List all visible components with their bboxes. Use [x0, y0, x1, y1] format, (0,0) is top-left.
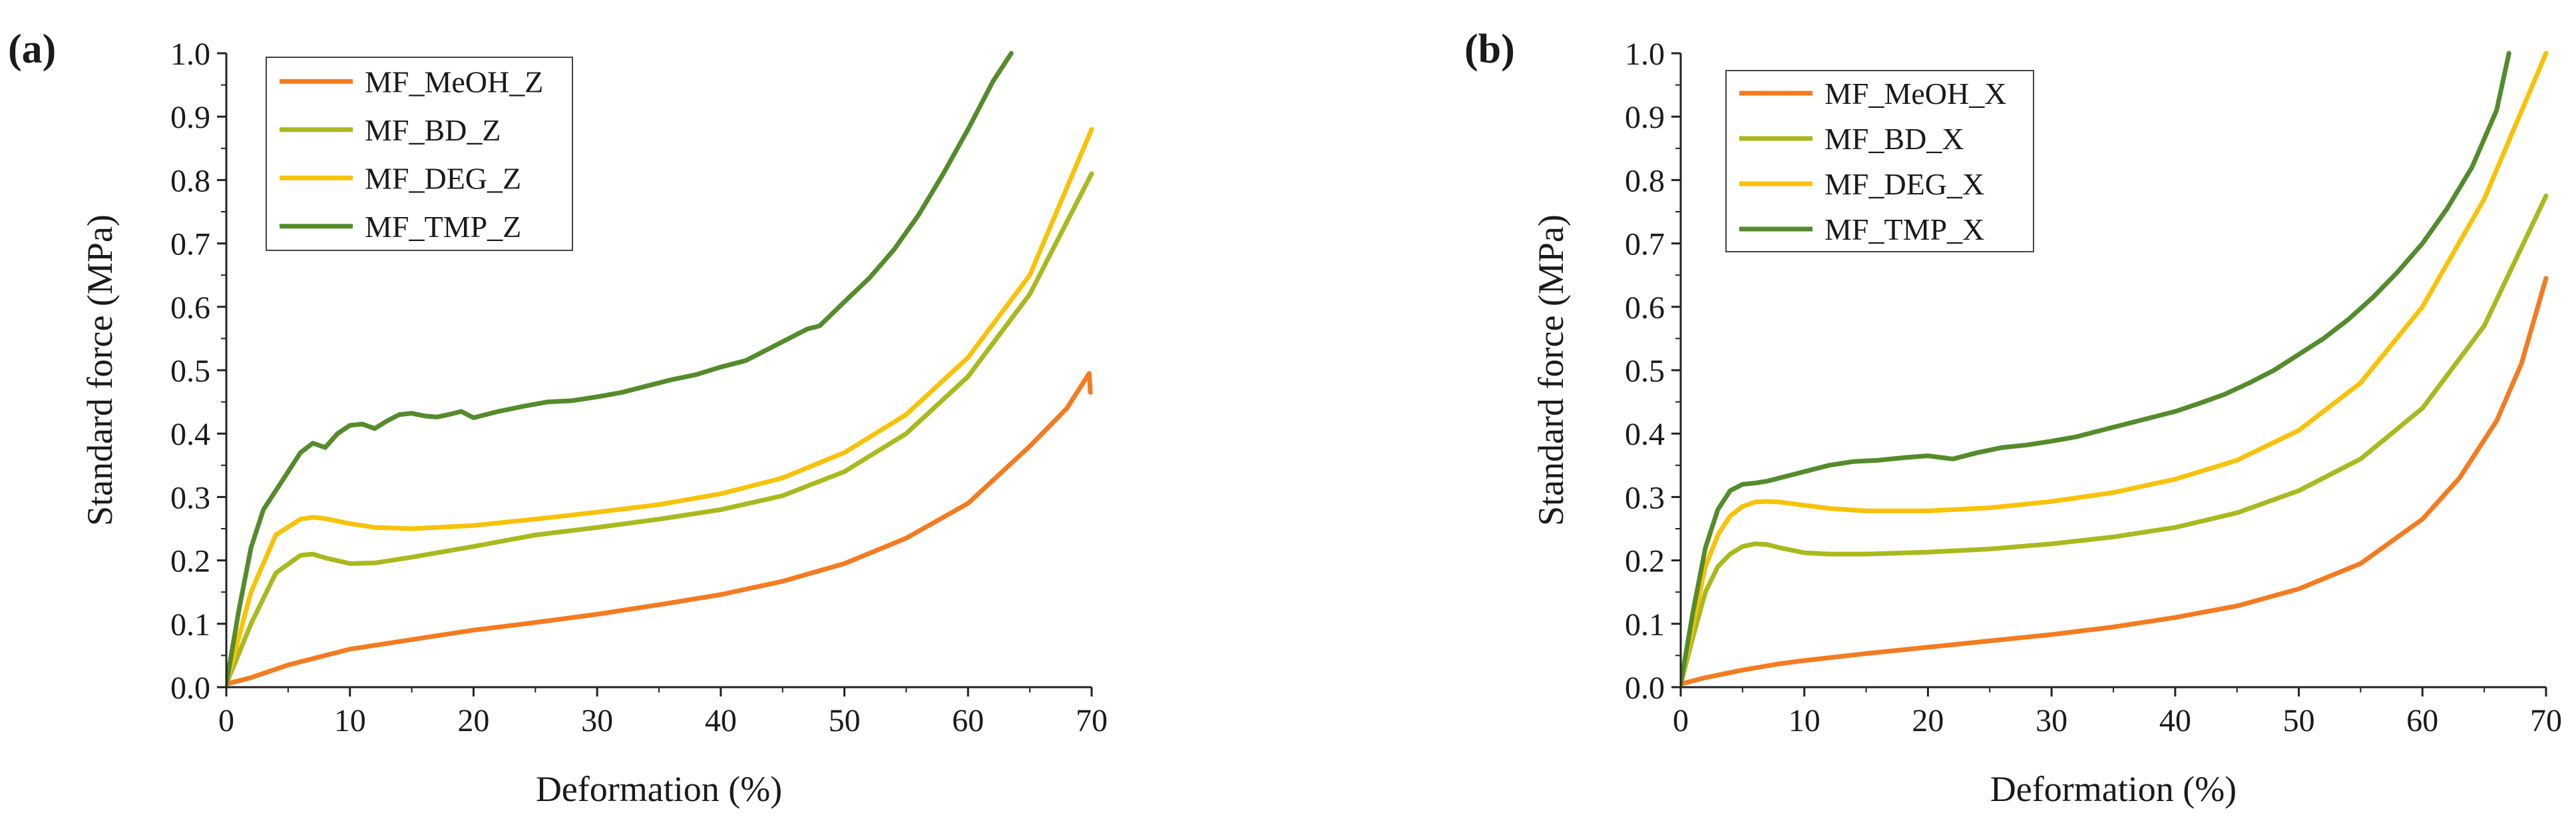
y-tick-label: 0.3: [170, 480, 210, 515]
series-line-mf-tmp-x: [1681, 51, 2511, 686]
x-tick-label: 50: [2283, 703, 2315, 738]
x-tick-label: 60: [952, 703, 984, 738]
y-tick-label: 0.8: [170, 163, 210, 198]
legend-box: [266, 57, 573, 251]
series-line-mf-meoh-x: [1681, 276, 2549, 686]
series-line-mf-tmp-z: [226, 51, 1014, 686]
y-tick-label: 0.4: [170, 417, 210, 452]
series-group: [226, 51, 1094, 686]
series-line-mf-meoh-z: [226, 371, 1093, 686]
y-tick-label: 0.0: [170, 671, 210, 706]
y-axis-title: Standard force (MPa): [1531, 214, 1571, 526]
legend: MF_MeOH_X MF_BD_X MF_DEG_X MF_TMP_X: [1725, 70, 2034, 252]
y-tick-label: 0.5: [170, 354, 210, 389]
y-tick-label: 0.7: [1625, 227, 1665, 262]
y-tick-label: 0.6: [170, 290, 210, 326]
legend-label: MF_MeOH_X: [1825, 77, 2006, 111]
y-tick-label: 0.9: [1625, 100, 1665, 135]
y-tick-label: 0.8: [1625, 163, 1665, 198]
x-tick-label: 40: [705, 703, 737, 738]
chart-a-group: (a) 0 10 20 30 40 50 60 70 0.0 0.1 0.2 0.3 0.4 0.5 0.6 0…: [8, 27, 1108, 809]
x-tick-label: 30: [581, 703, 613, 738]
legend-box: [1725, 70, 2034, 252]
y-tick-label: 0.1: [1625, 607, 1665, 643]
y-tick-label: 0.7: [170, 227, 210, 262]
x-tick-label: 20: [1912, 703, 1944, 738]
x-tick-label: 70: [2530, 703, 2562, 738]
y-tick-label: 0.2: [170, 544, 210, 579]
legend-label: MF_TMP_X: [1825, 212, 1984, 246]
legend-label: MF_MeOH_Z: [365, 65, 543, 99]
x-tick-label: 0: [1673, 703, 1689, 738]
x-tick-label: 10: [1789, 703, 1821, 738]
x-tick-label: 10: [334, 703, 366, 738]
x-axis-title: Deformation (%): [536, 769, 782, 809]
y-axis-title: Standard force (MPa): [80, 214, 120, 526]
y-tick-label: 1.0: [1625, 37, 1665, 72]
y-tick-label: 0.9: [170, 100, 210, 135]
chart-b-group: (b) 0 10 20 30 40 50 60 70 0.0 0.1 0.2 0.3 0.4 0.5 0.6 0…: [1464, 27, 2562, 809]
legend: MF_MeOH_Z MF_BD_Z MF_DEG_Z MF_TMP_Z: [266, 57, 573, 251]
x-tick-label: 0: [218, 703, 234, 738]
panel-label: (b): [1464, 27, 1515, 72]
legend-label: MF_DEG_X: [1825, 167, 1984, 201]
y-tick-label: 1.0: [170, 37, 210, 72]
legend-label: MF_DEG_Z: [365, 161, 521, 195]
y-tick-label: 0.3: [1625, 480, 1665, 515]
series-line-mf-deg-z: [226, 127, 1094, 686]
series-line-mf-bd-x: [1681, 193, 2549, 686]
legend-label: MF_TMP_Z: [365, 210, 521, 244]
series-line-mf-bd-z: [226, 171, 1094, 686]
y-tick-label: 0.2: [1625, 544, 1665, 579]
y-tick-label: 0.5: [1625, 354, 1665, 389]
y-tick-label: 0.0: [1625, 671, 1665, 706]
x-tick-label: 20: [457, 703, 489, 738]
x-tick-label: 30: [2036, 703, 2067, 738]
series-line-mf-deg-x: [1681, 51, 2549, 686]
legend-label: MF_BD_Z: [365, 113, 501, 147]
x-tick-label: 60: [2406, 703, 2438, 738]
x-axis-title: Deformation (%): [1990, 769, 2237, 809]
y-tick-label: 0.4: [1625, 417, 1665, 452]
panel-label: (a): [8, 27, 56, 72]
x-tick-label: 50: [829, 703, 861, 738]
series-group: [1681, 51, 2549, 686]
x-tick-label: 70: [1076, 703, 1108, 738]
y-tick-label: 0.6: [1625, 290, 1665, 326]
x-tick-label: 40: [2159, 703, 2191, 738]
legend-label: MF_BD_X: [1825, 122, 1964, 156]
y-tick-label: 0.1: [170, 607, 210, 643]
